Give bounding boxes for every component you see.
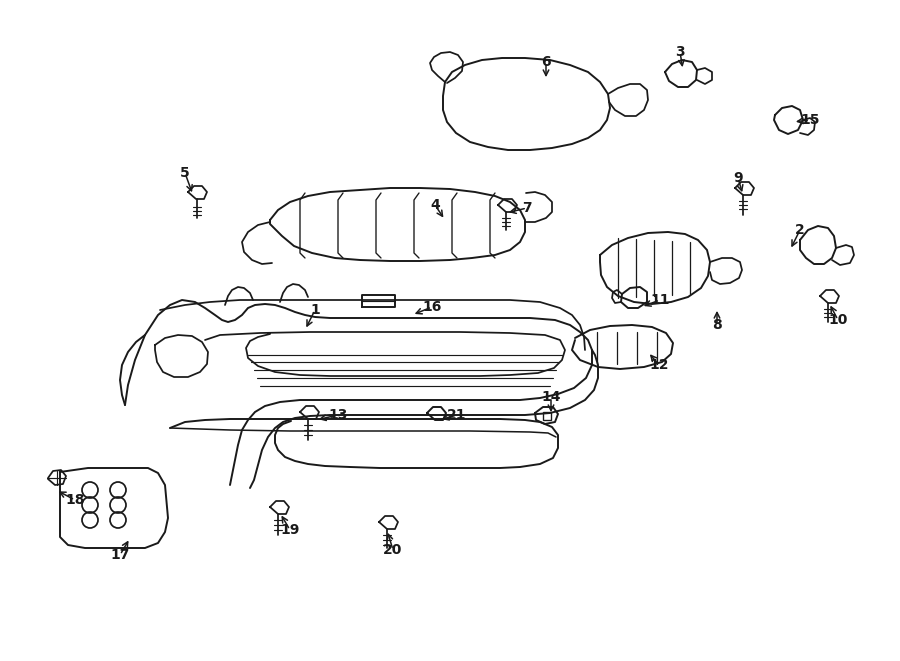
Text: 12: 12 [649,358,669,372]
Text: 4: 4 [430,198,440,212]
Text: 10: 10 [828,313,848,327]
Text: 5: 5 [180,166,190,180]
Text: 18: 18 [65,493,85,507]
Text: 13: 13 [328,408,347,422]
Text: 15: 15 [800,113,820,127]
Text: 7: 7 [522,201,532,215]
Text: 8: 8 [712,318,722,332]
Text: 21: 21 [447,408,467,422]
Text: 20: 20 [383,543,402,557]
Text: 2: 2 [795,223,805,237]
Text: 16: 16 [422,300,442,314]
Text: 6: 6 [541,55,551,69]
Text: 11: 11 [650,293,670,307]
Text: 3: 3 [675,45,685,59]
Text: 1: 1 [310,303,320,317]
Bar [543,412,551,420]
Text: 19: 19 [280,523,300,537]
Text: 9: 9 [734,171,742,185]
Text: 17: 17 [111,548,130,562]
Text: 14: 14 [541,390,561,404]
